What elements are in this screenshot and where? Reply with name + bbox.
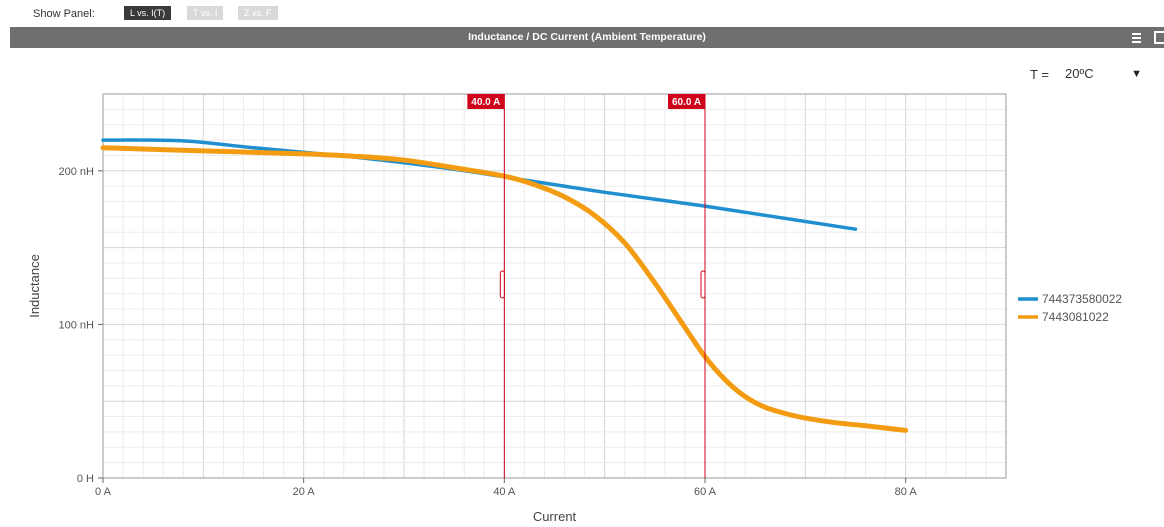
x-tick-label: 0 A	[95, 486, 112, 498]
x-tick-label: 20 A	[293, 486, 316, 498]
y-tick-label: 100 nH	[59, 319, 95, 331]
chart-title: Inductance / DC Current (Ambient Tempera…	[468, 31, 706, 43]
panel-toolbar: Show Panel: L vs. I(T) T vs. I Z vs. F	[0, 0, 1164, 26]
chart-title-bar: Inductance / DC Current (Ambient Tempera…	[10, 27, 1164, 48]
x-tick-label: 40 A	[493, 486, 516, 498]
cursor-label-box	[668, 94, 705, 109]
legend-label: 744373580022	[1042, 292, 1122, 306]
dropdown-arrow-icon: ▼	[1131, 68, 1142, 80]
tab-t-vs-i[interactable]: T vs. I	[187, 6, 224, 20]
x-tick-label: 80 A	[895, 486, 918, 498]
series-line-744373580022	[101, 138, 858, 231]
tab-z-vs-f[interactable]: Z vs. F	[238, 6, 278, 20]
restore-window-icon[interactable]	[1154, 31, 1164, 44]
temperature-value: 20ºC	[1065, 66, 1094, 81]
hamburger-menu-icon[interactable]	[1129, 30, 1144, 45]
tab-l-vs-i[interactable]: L vs. I(T)	[124, 6, 172, 20]
series-line-7443081022	[100, 145, 909, 433]
temperature-select[interactable]: 20ºC ▼	[1056, 63, 1146, 85]
cursor-label: 60.0 A	[672, 97, 701, 108]
x-axis-title: Current	[533, 509, 577, 524]
y-tick-label: 0 H	[77, 473, 94, 485]
legend-label: 7443081022	[1042, 310, 1109, 324]
grid-lines	[102, 93, 1007, 479]
y-axis-title: Inductance	[27, 254, 42, 318]
x-tick-label: 60 A	[694, 486, 717, 498]
cursor-label-box	[467, 94, 505, 109]
cursor-label: 40.0 A	[471, 97, 500, 108]
y-tick-label: 200 nH	[59, 166, 95, 178]
cursor-drag-handle	[499, 270, 505, 299]
temperature-label: T =	[1030, 67, 1049, 82]
plot-frame	[102, 93, 1007, 479]
show-panel-label: Show Panel:	[33, 8, 95, 20]
cursor-drag-handle	[700, 270, 706, 299]
